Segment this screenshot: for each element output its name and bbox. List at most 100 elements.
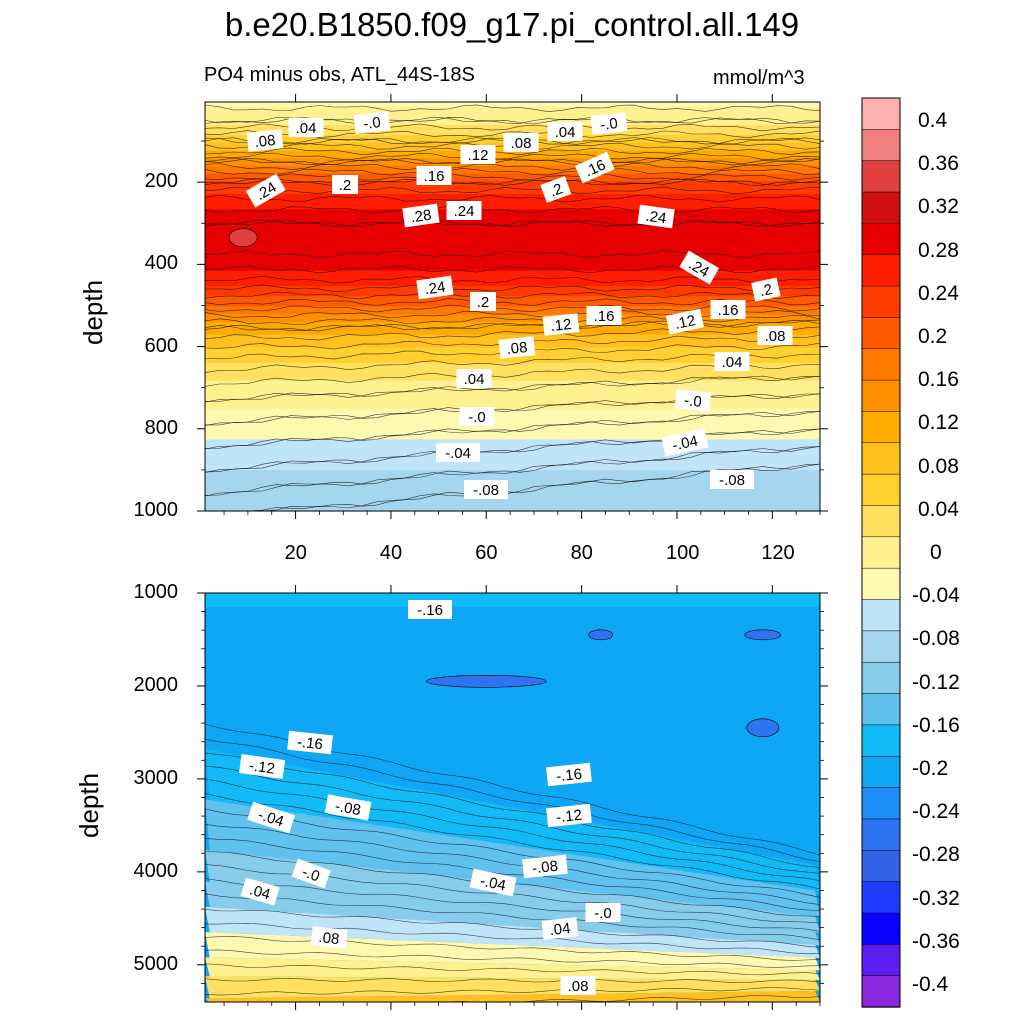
colorbar-swatch xyxy=(861,536,901,569)
field-band-upper xyxy=(205,206,820,210)
contour-label-box xyxy=(245,173,286,208)
colorbar-swatch xyxy=(861,599,901,632)
x-tick-label: 100 xyxy=(665,542,700,564)
field-band-upper xyxy=(205,263,820,267)
field-band-upper xyxy=(205,309,820,313)
field-band-upper xyxy=(205,503,820,507)
field-band-upper xyxy=(205,306,820,310)
field-band-upper xyxy=(205,214,820,218)
contour-label-box xyxy=(456,369,492,388)
contour-label-lower: -.0 xyxy=(291,858,331,889)
contour-line-upper xyxy=(204,315,821,325)
contour-blob-upper xyxy=(228,228,258,247)
contour-label-upper: -.04 xyxy=(661,428,709,457)
field-band-upper xyxy=(205,457,820,461)
contour-label-box xyxy=(661,428,709,457)
y-tick-label-upper: 400 xyxy=(144,252,178,275)
colorbar-frame xyxy=(861,97,901,1008)
field-band-upper xyxy=(205,390,820,395)
field-band-upper xyxy=(205,416,820,420)
contour-label-text: .2 xyxy=(339,177,352,194)
colorbar-swatch xyxy=(861,411,901,444)
contour-line-lower xyxy=(205,922,821,955)
contour-label-text: -.16 xyxy=(417,602,443,619)
contour-label-box xyxy=(710,300,746,319)
field-band-upper xyxy=(205,165,820,170)
field-band-upper xyxy=(205,431,820,435)
field-band-upper xyxy=(205,370,820,374)
contour-patch-lower xyxy=(588,629,613,641)
colorbar-label: 0.36 xyxy=(918,152,959,176)
contour-label-box xyxy=(542,313,580,336)
field-band-upper xyxy=(205,372,820,377)
field-band-upper xyxy=(205,505,820,510)
contour-label-box xyxy=(460,145,496,164)
field-band-upper xyxy=(205,426,820,430)
field-band-upper xyxy=(205,462,820,466)
field-band-upper xyxy=(205,487,820,492)
field-band-upper xyxy=(205,112,820,116)
contour-line-upper xyxy=(204,326,821,341)
field-band-upper xyxy=(205,181,820,185)
field-band-upper xyxy=(205,114,820,118)
colorbar-swatch xyxy=(861,912,901,945)
field-band-upper xyxy=(205,153,820,157)
field-band-upper xyxy=(205,260,820,264)
colorbar-label: -0.16 xyxy=(912,713,960,737)
contour-label-text: .08 xyxy=(254,132,277,151)
colorbar-swatch xyxy=(861,881,901,914)
contour-line-upper xyxy=(204,291,821,299)
field-band-upper xyxy=(205,286,820,290)
colorbar-label: -0.24 xyxy=(912,800,960,824)
contour-patch-lower xyxy=(425,675,547,688)
contour-label-upper: .04 xyxy=(288,118,324,137)
contour-label-upper: .16 xyxy=(574,151,615,184)
contour-label-box xyxy=(436,443,480,462)
field-band-upper xyxy=(205,436,820,441)
contour-label-text: .2 xyxy=(477,294,490,311)
field-band-upper xyxy=(205,332,820,336)
field-band-upper xyxy=(205,291,820,295)
contour-line-upper xyxy=(204,446,821,496)
field-band-upper xyxy=(205,454,820,458)
contour-label-text: -.0 xyxy=(300,863,322,885)
field-band-upper xyxy=(205,188,820,193)
field-band-upper xyxy=(205,122,820,126)
contour-line-upper xyxy=(204,319,821,332)
field-band-upper xyxy=(205,493,820,497)
contour-label-lower: -.16 xyxy=(546,762,592,787)
contour-line-upper xyxy=(204,157,821,166)
contour-label-text: -.08 xyxy=(334,798,362,819)
field-band-upper xyxy=(205,411,820,415)
contour-label-text: .16 xyxy=(594,308,615,325)
contour-patch-lower xyxy=(746,718,780,738)
contour-line-lower xyxy=(204,808,821,898)
field-band-upper xyxy=(205,204,820,208)
contour-line-lower xyxy=(204,909,821,948)
field-band-upper xyxy=(205,191,820,195)
contour-line-upper xyxy=(205,393,821,426)
contour-line-upper xyxy=(204,320,821,331)
colorbar-swatch xyxy=(861,505,901,538)
field-band-upper xyxy=(205,477,820,481)
contour-label-box xyxy=(637,204,675,229)
field-band-upper xyxy=(205,500,820,504)
contour-line-upper xyxy=(204,410,821,449)
field-band-lower xyxy=(205,976,820,999)
colorbar-swatch xyxy=(861,254,901,287)
contour-label-lower: -.16 xyxy=(408,600,452,619)
contour-label-upper: .08 xyxy=(246,129,284,152)
field-band-upper xyxy=(205,480,820,484)
y-tick-label-lower: 4000 xyxy=(133,859,179,882)
contour-label-box xyxy=(714,352,750,371)
field-band-upper xyxy=(205,194,820,198)
contour-label-lower: -.04 xyxy=(469,868,517,897)
colorbar-swatch xyxy=(861,944,901,977)
contour-label-text: .08 xyxy=(506,339,529,358)
contour-line-upper xyxy=(204,446,821,497)
x-tick-label: 60 xyxy=(475,542,498,564)
contour-line-upper xyxy=(204,375,821,403)
field-band-upper xyxy=(205,314,820,318)
field-band-upper xyxy=(205,380,820,384)
contour-label-lower: -.16 xyxy=(287,730,333,755)
